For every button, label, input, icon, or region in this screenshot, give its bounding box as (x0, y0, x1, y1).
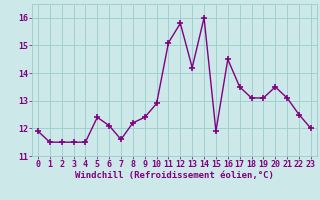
X-axis label: Windchill (Refroidissement éolien,°C): Windchill (Refroidissement éolien,°C) (75, 171, 274, 180)
